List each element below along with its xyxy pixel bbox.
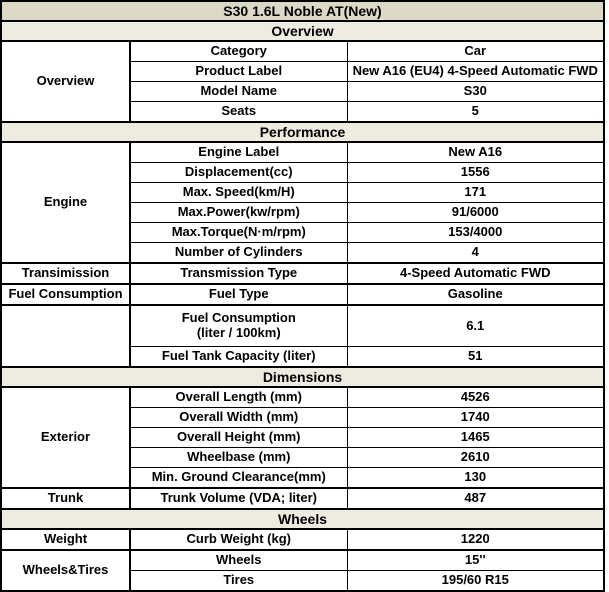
spec-value: Car — [346, 40, 605, 62]
spec-label: Number of Cylinders — [129, 242, 348, 264]
spec-label: Fuel Tank Capacity (liter) — [129, 346, 348, 368]
table-row: Dimensions — [0, 366, 605, 388]
spec-value: 195/60 R15 — [346, 570, 605, 592]
table-row: Displacement(cc) 1556 — [1, 162, 605, 183]
spec-value: 1556 — [346, 162, 605, 183]
group-label: Engine — [0, 141, 131, 264]
spec-label: Wheels — [129, 549, 348, 571]
table-row: Number of Cylinders 4 — [1, 242, 605, 264]
spec-value: New A16 (EU4) 4-Speed Automatic FWD — [346, 61, 605, 82]
table-row: Model Name S30 — [1, 81, 605, 102]
spec-label: Displacement(cc) — [129, 162, 348, 183]
spec-label: Wheelbase (mm) — [129, 447, 348, 468]
spec-value: 6.1 — [346, 304, 605, 347]
spec-value: 4 — [346, 242, 605, 264]
spec-label: Trunk Volume (VDA; liter) — [129, 487, 348, 510]
table-row: Exterior Overall Length (mm) 4526 — [0, 386, 605, 489]
table-row: Fuel Consumption Fuel Type Gasoline — [0, 283, 605, 306]
table-row: Wheels — [0, 508, 605, 530]
table-row: Wheels&Tires Wheels 15'' — [0, 549, 605, 592]
spec-label: Overall Length (mm) — [129, 386, 348, 408]
spec-label: Overall Height (mm) — [129, 427, 348, 448]
table-row: Min. Ground Clearance(mm) 130 — [1, 467, 605, 489]
spec-value: New A16 — [346, 141, 605, 163]
spec-label: Category — [129, 40, 348, 62]
group-label: Weight — [0, 528, 131, 551]
spec-label: Transmission Type — [129, 262, 348, 285]
spec-label: Tires — [129, 570, 348, 592]
spec-value: 171 — [346, 182, 605, 203]
table-row: Seats 5 — [1, 101, 605, 123]
table-row: Max. Speed(km/H) 171 — [1, 182, 605, 203]
spec-value: 5 — [346, 101, 605, 123]
spec-value: 1465 — [346, 427, 605, 448]
spec-value: S30 — [346, 81, 605, 102]
spec-value: 130 — [346, 467, 605, 489]
spec-value: 153/4000 — [346, 222, 605, 243]
section-header-wheels: Wheels — [0, 508, 605, 530]
table-row: Overview — [0, 20, 605, 42]
spec-value: 15'' — [346, 549, 605, 571]
group-label-empty — [0, 304, 131, 368]
table-row: Performance — [0, 121, 605, 143]
spec-label: Fuel Type — [129, 283, 348, 306]
spec-value: 1740 — [346, 407, 605, 428]
spec-value: 4-Speed Automatic FWD — [346, 262, 605, 285]
spec-label: Overall Width (mm) — [129, 407, 348, 428]
section-header-overview: Overview — [0, 20, 605, 42]
spec-value: 51 — [346, 346, 605, 368]
table-row: Fuel Tank Capacity (liter) 51 — [1, 346, 605, 368]
table-row: S30 1.6L Noble AT(New) — [0, 0, 605, 22]
table-row: Max.Torque(N·m/rpm) 153/4000 — [1, 222, 605, 243]
spec-label: Max.Power(kw/rpm) — [129, 202, 348, 223]
group-label: Fuel Consumption — [0, 283, 131, 306]
spec-label: Product Label — [129, 61, 348, 82]
group-label: Overview — [0, 40, 131, 123]
table-row: Transimission Transmission Type 4-Speed … — [0, 262, 605, 285]
spec-value: 2610 — [346, 447, 605, 468]
table-row: Product Label New A16 (EU4) 4-Speed Auto… — [1, 61, 605, 82]
table-row: Wheelbase (mm) 2610 — [1, 447, 605, 468]
table-row: Overview Category Car — [0, 40, 605, 123]
table-row: Trunk Trunk Volume (VDA; liter) 487 — [0, 487, 605, 510]
page-title: S30 1.6L Noble AT(New) — [0, 0, 605, 22]
spec-label: Min. Ground Clearance(mm) — [129, 467, 348, 489]
table-row: Max.Power(kw/rpm) 91/6000 — [1, 202, 605, 223]
table-row: Overall Width (mm) 1740 — [1, 407, 605, 428]
spec-value: 91/6000 — [346, 202, 605, 223]
spec-label: Engine Label — [129, 141, 348, 163]
spec-value: Gasoline — [346, 283, 605, 306]
table-row: Engine Engine Label New A16 — [0, 141, 605, 264]
group-label: Exterior — [0, 386, 131, 489]
spec-value: 487 — [346, 487, 605, 510]
spec-label: Model Name — [129, 81, 348, 102]
group-label: Transimission — [0, 262, 131, 285]
group-label: Trunk — [0, 487, 131, 510]
table-row: Overall Height (mm) 1465 — [1, 427, 605, 448]
spec-label: Curb Weight (kg) — [129, 528, 348, 551]
spec-value: 1220 — [346, 528, 605, 551]
section-header-performance: Performance — [0, 121, 605, 143]
spec-label: Seats — [129, 101, 348, 123]
section-header-dimensions: Dimensions — [0, 366, 605, 388]
spec-value: 4526 — [346, 386, 605, 408]
table-row: Fuel Consumption (liter / 100km) 6.1 — [0, 304, 605, 368]
group-label: Wheels&Tires — [0, 549, 131, 592]
spec-label: Max.Torque(N·m/rpm) — [129, 222, 348, 243]
table-row: Weight Curb Weight (kg) 1220 — [0, 528, 605, 551]
spec-label: Max. Speed(km/H) — [129, 182, 348, 203]
spec-label: Fuel Consumption (liter / 100km) — [129, 304, 348, 347]
